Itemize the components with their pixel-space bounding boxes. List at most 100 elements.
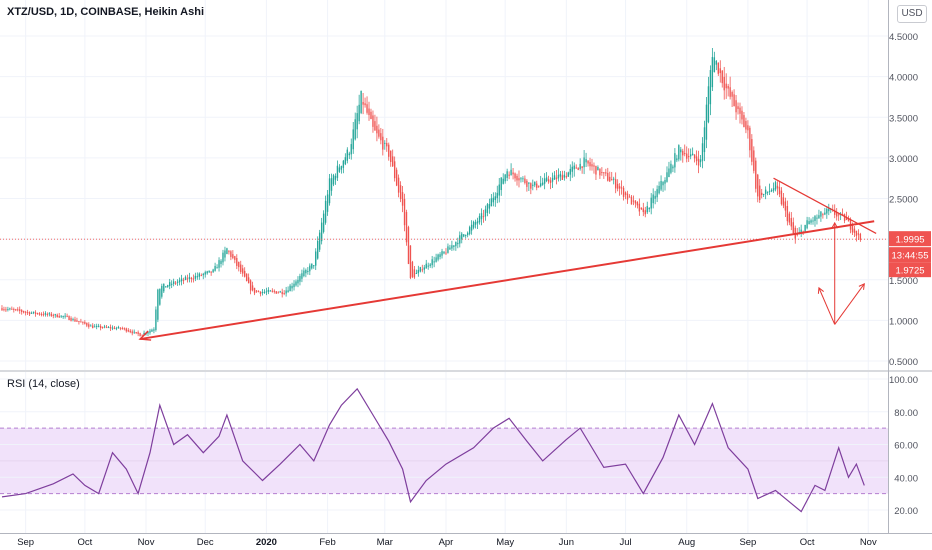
candle-body — [551, 177, 554, 182]
candle-body — [705, 104, 708, 140]
candle-body — [46, 313, 49, 315]
candle-body — [725, 83, 727, 89]
candle-body — [238, 261, 240, 268]
candle-body — [508, 174, 510, 176]
candle-body — [401, 192, 404, 206]
candle-body — [786, 206, 789, 222]
candles — [1, 47, 862, 337]
chart-title: XTZ/USD, 1D, COINBASE, Heikin Ashi — [7, 6, 205, 18]
candle-body — [269, 290, 272, 292]
support-trendline[interactable] — [139, 220, 875, 341]
rsi-line[interactable] — [1, 387, 865, 513]
candle-body — [431, 259, 433, 266]
candle-body — [3, 309, 5, 311]
candle-body — [567, 172, 570, 177]
candle-body — [480, 213, 483, 220]
candle-body — [370, 111, 372, 120]
candle-body — [212, 269, 214, 273]
candle-body — [240, 264, 242, 273]
countdown-label: 13:44:55 — [892, 251, 929, 262]
candle-body — [267, 289, 270, 292]
candle-body — [701, 143, 704, 161]
candle-body — [68, 316, 70, 321]
candle-body — [478, 216, 481, 223]
candle-body — [125, 328, 127, 332]
candle-body — [293, 283, 295, 288]
candle-body — [715, 60, 718, 65]
candle-body — [482, 216, 485, 218]
candle-body — [190, 277, 193, 280]
candle-body — [449, 247, 451, 250]
candle-body — [626, 193, 629, 200]
candle-body — [691, 153, 694, 156]
candle-body — [395, 169, 398, 186]
candle-body — [182, 279, 185, 281]
candle-body — [15, 309, 17, 311]
candle-body — [443, 251, 445, 254]
candle-body — [141, 334, 143, 336]
candle-body — [356, 113, 358, 130]
candle-body — [577, 167, 579, 170]
candle-body — [536, 183, 538, 188]
candle-body — [468, 227, 471, 234]
x-tick-label: Nov — [138, 537, 155, 548]
candle-body — [153, 329, 155, 331]
candle-body — [636, 202, 639, 206]
candle-body — [244, 270, 246, 277]
candle-body — [425, 263, 427, 269]
candle-body — [129, 330, 131, 333]
candle-body — [174, 282, 177, 284]
candle-body — [662, 182, 664, 186]
candle-body — [488, 204, 491, 209]
candle-body — [682, 150, 684, 156]
candle-body — [532, 184, 534, 186]
projection-arrow[interactable] — [834, 283, 865, 325]
candle-body — [723, 76, 725, 91]
candle-body — [729, 87, 731, 97]
candle-body — [792, 222, 794, 234]
candle-body — [137, 332, 139, 335]
candle-body — [836, 212, 838, 217]
candle-body — [747, 125, 749, 131]
candle-body — [305, 269, 307, 274]
candle-body — [384, 142, 386, 144]
candle-body — [232, 254, 234, 259]
candle-body — [338, 167, 341, 172]
candle-body — [230, 251, 232, 257]
candle-body — [216, 267, 218, 269]
candle-body — [520, 178, 522, 180]
candle-body — [259, 291, 262, 294]
candle-body — [121, 328, 124, 330]
candle-body — [245, 273, 248, 281]
candle-body — [417, 269, 420, 274]
candle-body — [589, 162, 591, 167]
projection-arrow[interactable] — [818, 287, 836, 325]
candle-body — [847, 218, 850, 222]
candle-body — [111, 327, 114, 329]
candle-body — [386, 143, 388, 147]
candle-body — [514, 173, 516, 179]
candle-body — [390, 150, 392, 163]
currency-button[interactable]: USD — [897, 5, 927, 23]
candle-body — [94, 326, 96, 328]
candle-body — [107, 327, 110, 329]
candle-body — [761, 192, 763, 196]
candle-body — [255, 290, 258, 292]
candle-body — [70, 318, 72, 321]
candle-body — [155, 309, 157, 330]
candle-body — [510, 169, 512, 176]
candle-body — [614, 179, 617, 189]
triangle-upper-line[interactable] — [773, 177, 877, 234]
candle-body — [169, 282, 171, 287]
y-tick-label: 3.0000 — [889, 154, 918, 165]
candle-body — [226, 248, 228, 255]
candle-body — [180, 278, 183, 282]
candle-body — [200, 275, 202, 277]
x-tick-label: Sep — [739, 537, 756, 548]
candle-body — [782, 197, 785, 206]
candle-body — [455, 242, 457, 247]
candle-body — [688, 156, 690, 158]
candle-body — [42, 314, 45, 316]
candle-body — [595, 165, 597, 175]
